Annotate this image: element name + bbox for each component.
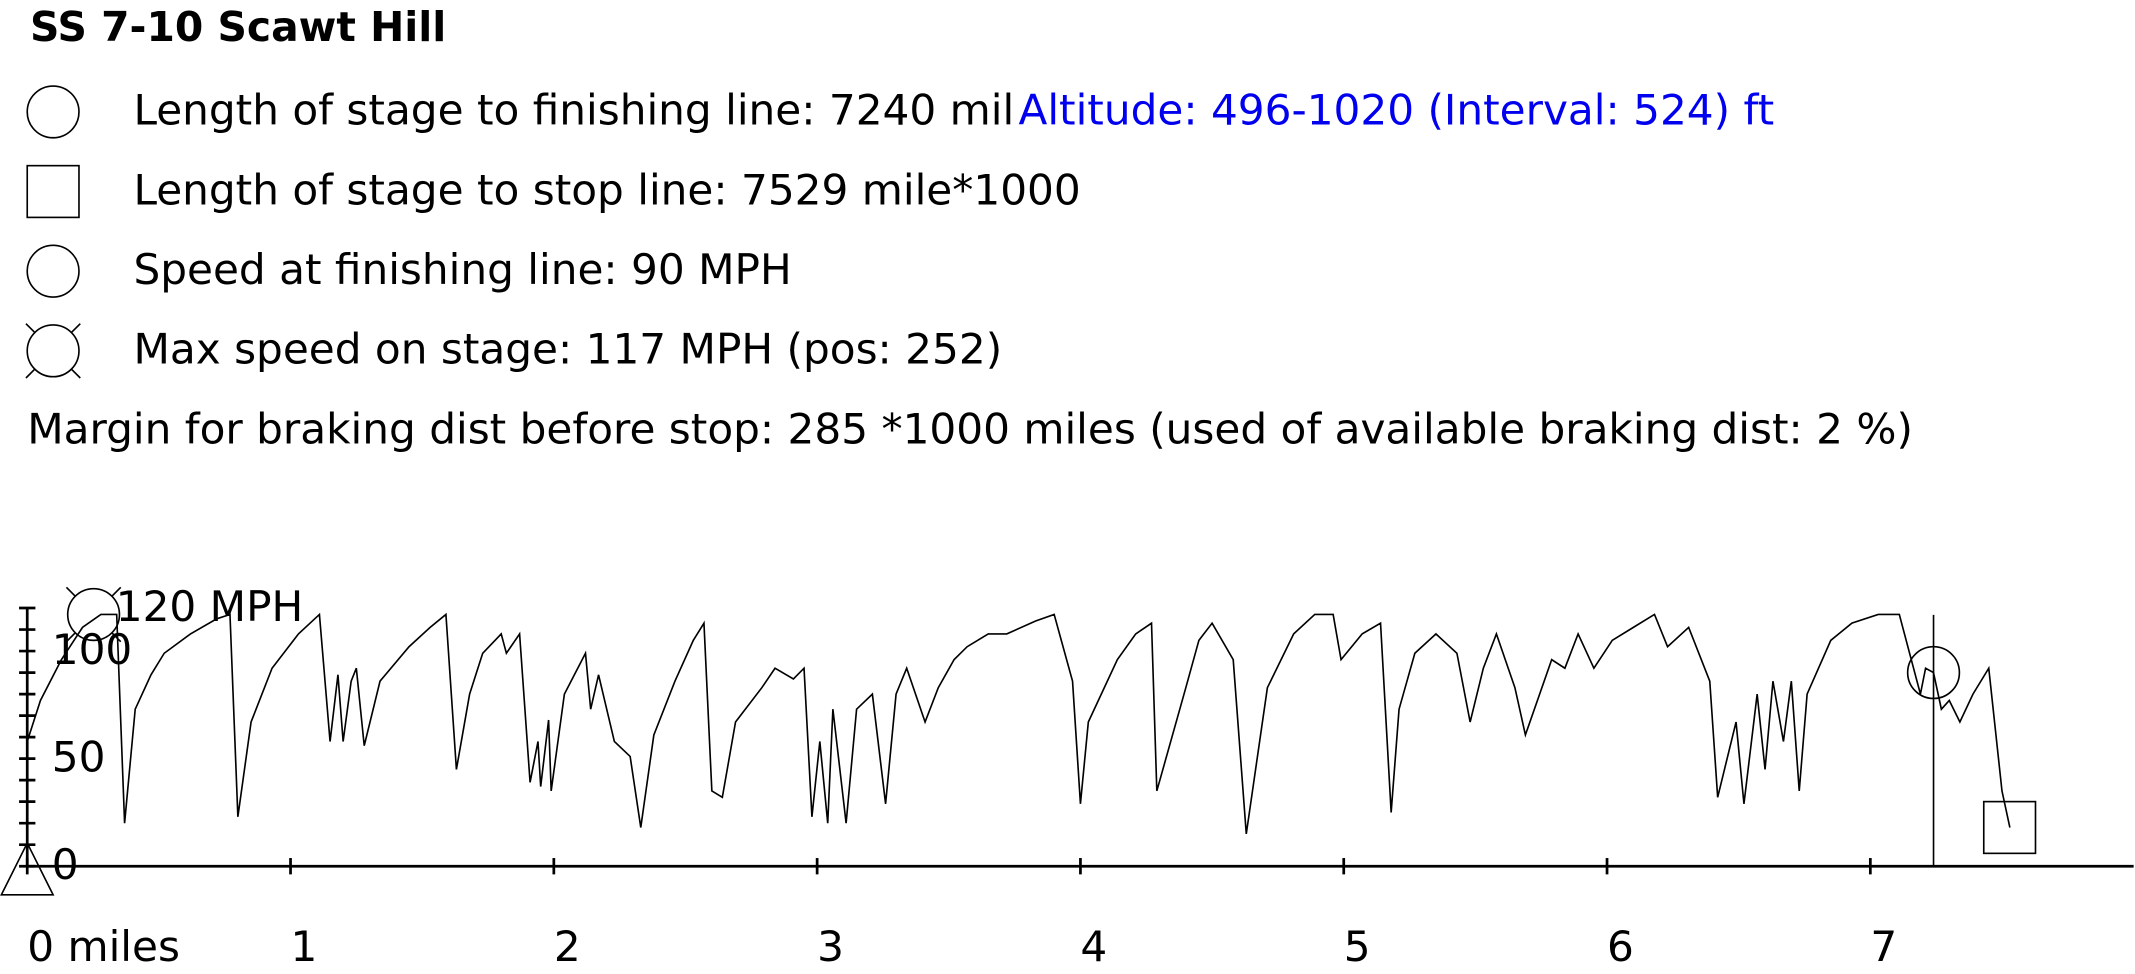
triangle-marker [0,841,55,896]
legend-text: Max speed on stage: 117 MPH (pos: 252) [133,325,1002,374]
speed-line [26,612,2011,835]
legend-text: Length of stage to stop line: 7529 mile*… [133,165,1080,214]
max-speed-marker [26,324,80,378]
altitude-text: Altitude: 496-1020 (Interval: 524) ft [1018,86,1774,135]
y-tick-label: 50 [52,733,106,782]
x-tick-label: 1 [291,922,318,971]
x-tick-label: 2 [554,922,581,971]
legend: Length of stage to finishing line: 7240 … [25,85,1169,379]
legend-text: Length of stage to finishing line: 7240 … [133,86,1168,135]
marker-cross [65,586,122,643]
circle-marker [26,244,80,298]
x-tick-label: 0 miles [27,922,180,971]
max-speed-marker [66,587,121,642]
x-tick-label: 4 [1080,922,1107,971]
x-tick-label: 5 [1344,922,1371,971]
marker-cross [25,323,81,379]
altitude-bg [1014,84,1777,142]
x-tick-label: 6 [1607,922,1634,971]
x-tick-label: 7 [1870,922,1897,971]
circle-marker [26,85,80,139]
legend-text: Speed at finishing line: 90 MPH [133,245,791,294]
title: SS 7-10 Scawt Hill [30,3,446,51]
square-marker [1982,800,2037,855]
y-tick-label: 100 [52,625,133,674]
circle-marker [1906,645,1961,700]
margin-text: Margin for braking dist before stop: 285… [27,404,1913,453]
y-tick-label: 0 [52,840,79,889]
x-tick-label: 3 [817,922,844,971]
square-marker [26,164,80,219]
